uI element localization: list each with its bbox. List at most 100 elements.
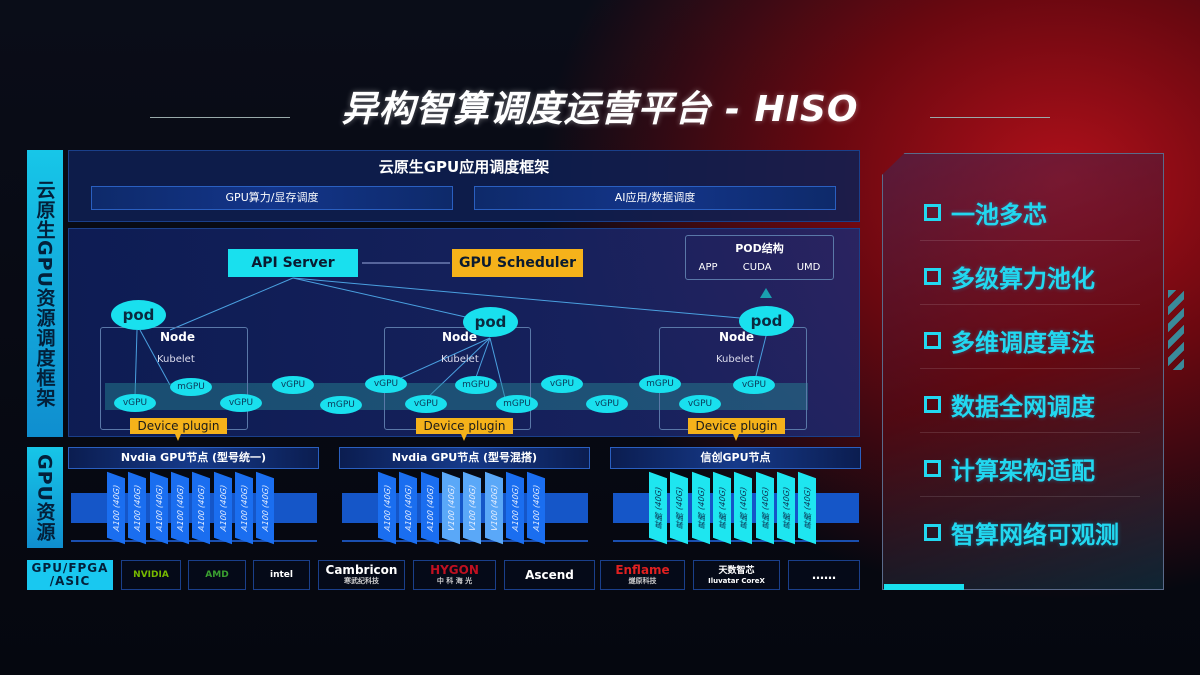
gpu-card-label: A100 (40G) [531, 483, 541, 533]
vendor-sub: 寒武纪科技 [344, 577, 379, 585]
vendor-name: Ascend [525, 568, 574, 582]
api-server-box: API Server [228, 249, 358, 277]
title-line-right [930, 117, 1050, 118]
panel-stripes [1168, 290, 1184, 370]
node-label: Node [442, 330, 478, 344]
gpu-node-header: Nvdia GPU节点 (型号混搭) [339, 447, 590, 469]
gpu-card: 昇腾 (40G) [670, 471, 689, 545]
gpu-card: 昇腾 (40G) [691, 471, 710, 545]
vendor-name: 天数智芯 [718, 566, 755, 576]
features-panel [882, 153, 1164, 590]
feature-item: 智算网络可观测 [924, 515, 1119, 550]
vendor-name: NVIDIA [133, 570, 169, 580]
gpu-card: A100 (40G) [128, 471, 147, 545]
gpu-card: A100 (40G) [149, 471, 168, 545]
feature-divider [920, 432, 1140, 433]
ai-app-bar: AI应用/数据调度 [474, 186, 836, 210]
vendor-logo: Enflame 燧原科技 [600, 560, 685, 590]
gpu-card-label: 昇腾 (40G) [674, 485, 684, 531]
vendor-logo: HYGON 中 科 海 光 [413, 560, 496, 590]
panel-accent-bottom [884, 584, 964, 590]
gpu-card: A100 (40G) [213, 471, 232, 545]
gpu-card: A100 (40G) [170, 471, 189, 545]
gpu-card-label: V100 (40G) [489, 483, 498, 533]
gpu-scheduler-box: GPU Scheduler [452, 249, 583, 277]
feature-item: 计算架构适配 [924, 451, 1095, 486]
gpu-card: 昇腾 (40G) [755, 471, 774, 545]
gpu-card: A100 (40G) [527, 471, 546, 545]
gpu-instance[interactable]: vGPU [405, 395, 447, 413]
title-line-left [150, 117, 290, 118]
checkbox-icon [924, 396, 941, 413]
vendor-name: intel [270, 570, 293, 580]
feature-item: 多级算力池化 [924, 259, 1095, 294]
gpu-card: V100 (40G) [441, 471, 460, 545]
gpu-card: A100 (40G) [378, 471, 396, 545]
vendor-logo: Ascend [504, 560, 595, 590]
vendor-logo: NVIDIA [121, 560, 181, 590]
gpu-card: A100 (40G) [505, 471, 524, 545]
checkbox-icon [924, 204, 941, 221]
feature-item: 数据全网调度 [924, 387, 1095, 422]
gpu-card-label: 昇腾 (40G) [738, 485, 748, 531]
device-plugin: Device plugin [688, 418, 785, 434]
checkbox-icon [924, 460, 941, 477]
feature-divider [920, 240, 1140, 241]
gpu-instance[interactable]: vGPU [365, 375, 407, 393]
checkbox-icon [924, 332, 941, 349]
kubelet-label: Kubelet [441, 354, 479, 365]
feature-divider [920, 368, 1140, 369]
kubelet-label: Kubelet [157, 354, 195, 365]
gpu-card-label: V100 (40G) [446, 483, 456, 533]
gpu-card-label: 昇腾 (40G) [696, 485, 706, 531]
gpu-card-label: A100 (40G) [425, 483, 435, 533]
node-label: Node [160, 330, 196, 344]
framework-title: 云原生GPU应用调度框架 [378, 158, 550, 176]
pod[interactable]: pod [463, 307, 518, 337]
vendor-name: Cambricon [325, 563, 398, 577]
gpu-instance[interactable]: vGPU [114, 394, 156, 412]
gpu-instance[interactable]: vGPU [220, 394, 262, 412]
gpu-instance[interactable]: mGPU [320, 396, 362, 414]
gpu-card: V100 (40G) [463, 471, 482, 545]
vendor-logo: 天数智芯 Iluvatar CoreX [693, 560, 780, 590]
gpu-instance[interactable]: mGPU [496, 395, 538, 413]
pod[interactable]: pod [111, 300, 166, 330]
gpu-card: A100 (40G) [256, 471, 275, 545]
gpu-card-label: A100 (40G) [154, 483, 164, 533]
feature-item: 多维调度算法 [924, 323, 1095, 358]
device-plugin: Device plugin [130, 418, 227, 434]
checkbox-icon [924, 268, 941, 285]
vendor-logo: intel [253, 560, 310, 590]
gpu-instance[interactable]: vGPU [541, 375, 583, 393]
gpu-card-label: 昇腾 (40G) [781, 485, 791, 531]
gpu-card-label: A100 (40G) [196, 483, 206, 533]
gpu-card: A100 (40G) [234, 471, 253, 545]
gpu-node-floor [342, 540, 588, 542]
gpu-instance[interactable]: vGPU [586, 395, 628, 413]
feature-label: 多维调度算法 [951, 329, 1095, 357]
vendor-sub: 中 科 海 光 [436, 577, 473, 585]
chips-label: GPU/FPGA /ASIC [27, 560, 113, 590]
pod[interactable]: pod [739, 306, 794, 336]
vendor-logo: …… [788, 560, 860, 590]
gpu-card: 昇腾 (40G) [649, 471, 667, 545]
feature-divider [920, 304, 1140, 305]
gpu-instance[interactable]: mGPU [170, 378, 212, 396]
gpu-instance[interactable]: mGPU [639, 375, 681, 393]
vendor-name: Enflame [615, 563, 670, 577]
gpu-instance[interactable]: vGPU [272, 376, 314, 394]
vendor-logo: Cambricon 寒武纪科技 [318, 560, 405, 590]
feature-label: 多级算力池化 [951, 265, 1095, 293]
gpu-card-label: A100 (40G) [218, 483, 227, 533]
gpu-card-label: A100 (40G) [510, 483, 520, 533]
gpu-instance[interactable]: vGPU [733, 376, 775, 394]
gpu-instance[interactable]: mGPU [455, 376, 497, 394]
pod-umd: UMD [796, 262, 821, 273]
vendor-sub: 燧原科技 [628, 577, 657, 585]
gpu-node-floor [71, 540, 317, 542]
gpu-card-label: A100 (40G) [239, 483, 249, 533]
gpu-instance[interactable]: vGPU [679, 395, 721, 413]
feature-label: 智算网络可观测 [951, 521, 1119, 549]
